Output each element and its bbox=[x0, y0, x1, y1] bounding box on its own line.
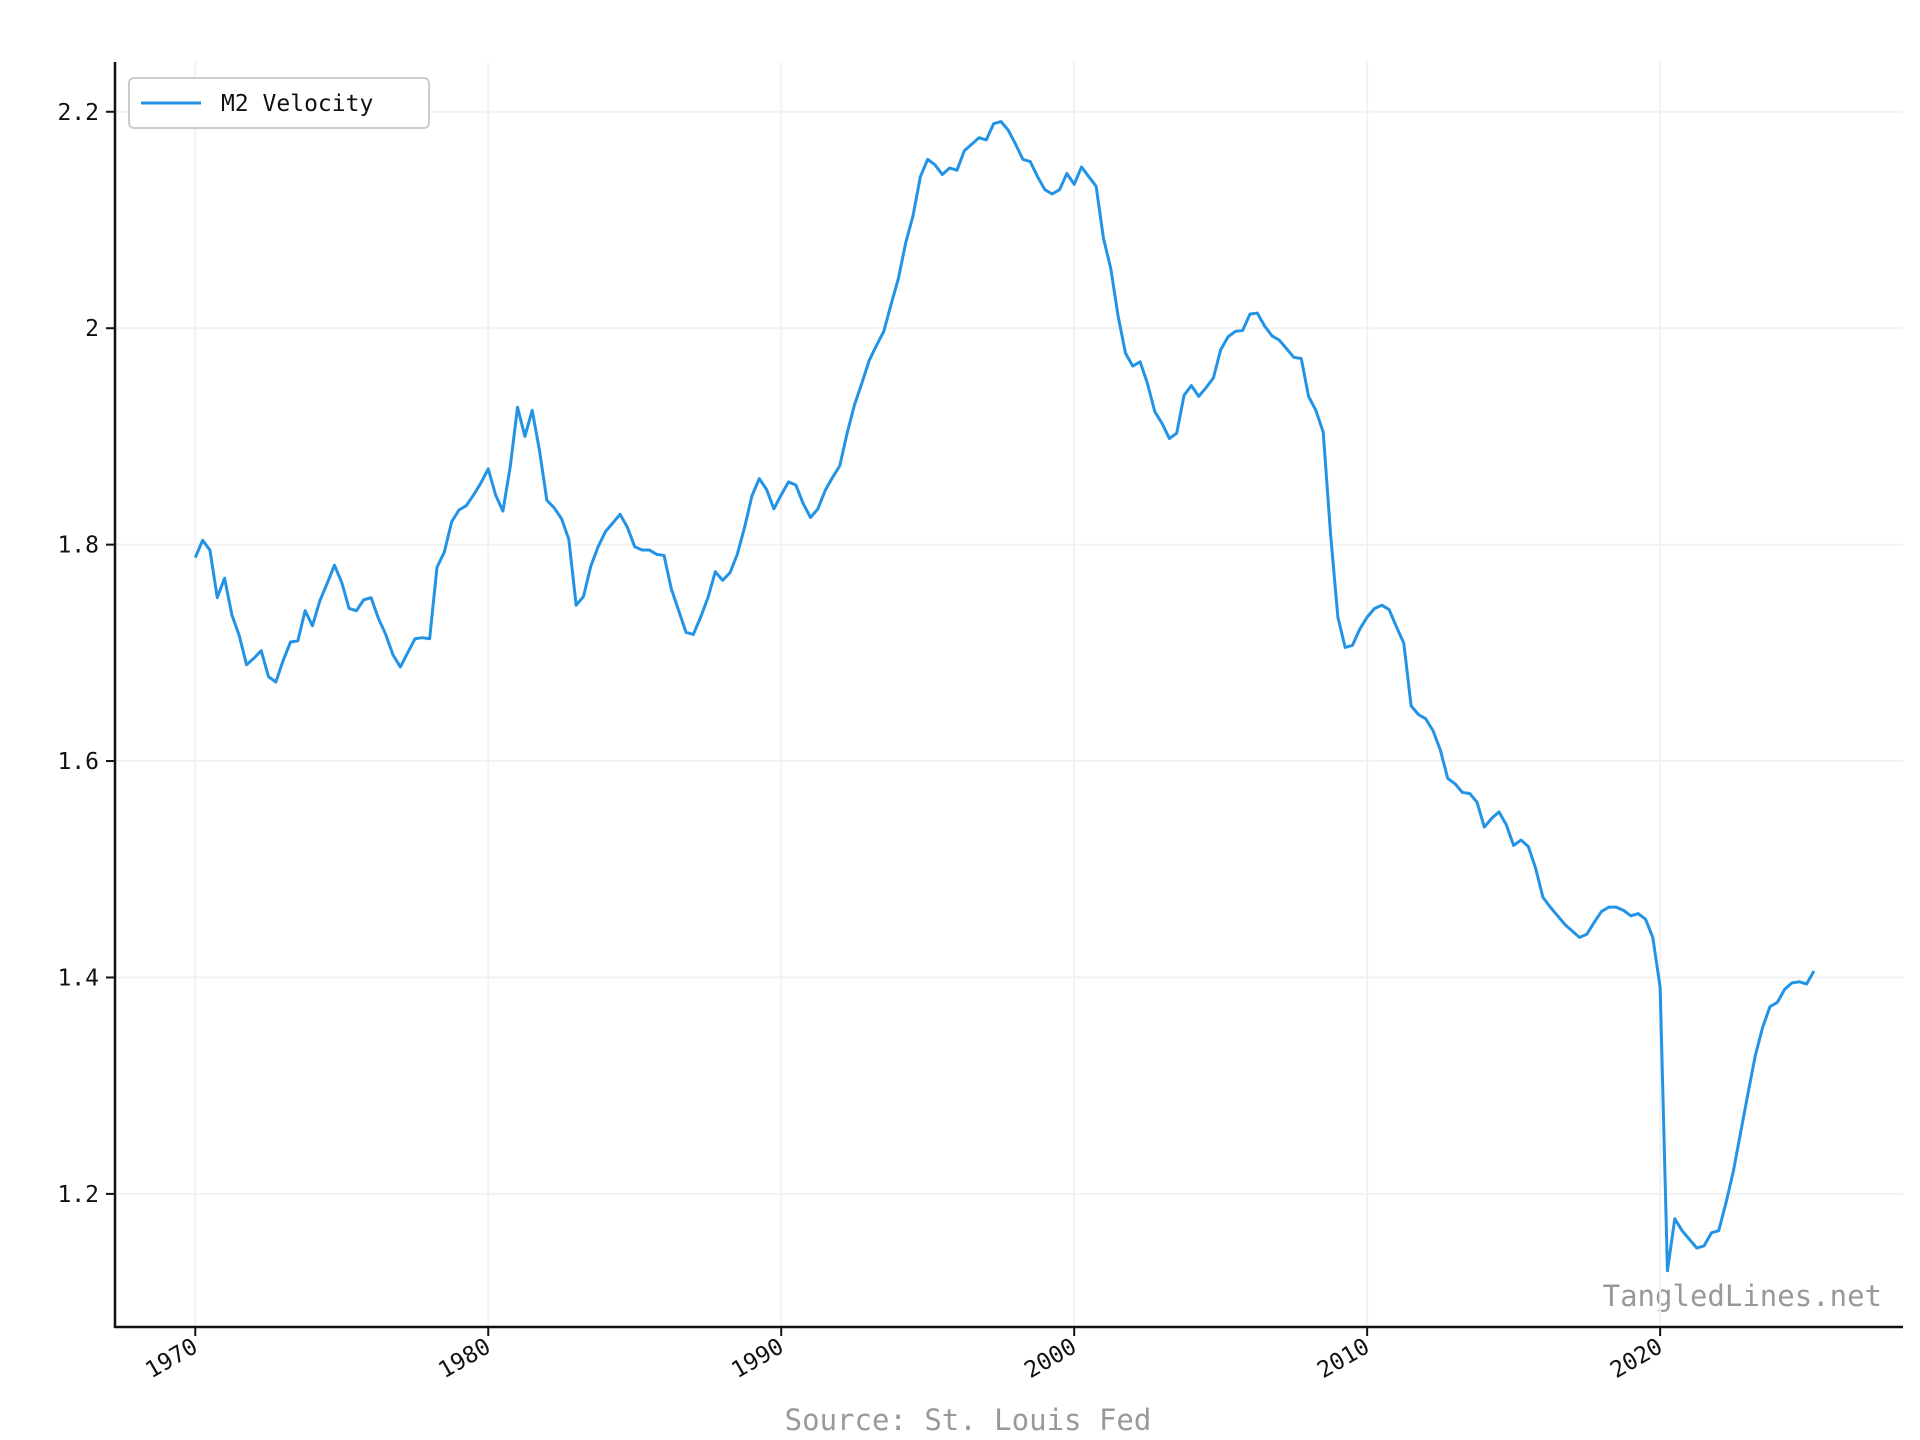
y-tick-label: 1.4 bbox=[57, 965, 99, 991]
y-tick-label: 1.6 bbox=[57, 749, 99, 775]
x-tick-label: 2000 bbox=[1020, 1334, 1081, 1384]
x-tick-label: 1980 bbox=[434, 1334, 495, 1384]
legend-label: M2 Velocity bbox=[221, 91, 373, 117]
source-note: Source: St. Louis Fed bbox=[785, 1403, 1152, 1437]
x-tick-label: 1990 bbox=[727, 1334, 788, 1384]
legend-box bbox=[128, 77, 430, 129]
x-tick-label: 1970 bbox=[141, 1334, 202, 1384]
x-tick-label: 2020 bbox=[1606, 1334, 1667, 1384]
x-tick-label: 2010 bbox=[1313, 1334, 1374, 1384]
y-tick-label: 2.2 bbox=[57, 100, 99, 126]
y-tick-label: 2 bbox=[85, 316, 99, 342]
y-tick-label: 1.8 bbox=[57, 533, 99, 559]
watermark: TangledLines.net bbox=[1603, 1279, 1882, 1313]
data-line bbox=[193, 120, 1816, 1273]
y-tick-label: 1.2 bbox=[57, 1182, 99, 1208]
